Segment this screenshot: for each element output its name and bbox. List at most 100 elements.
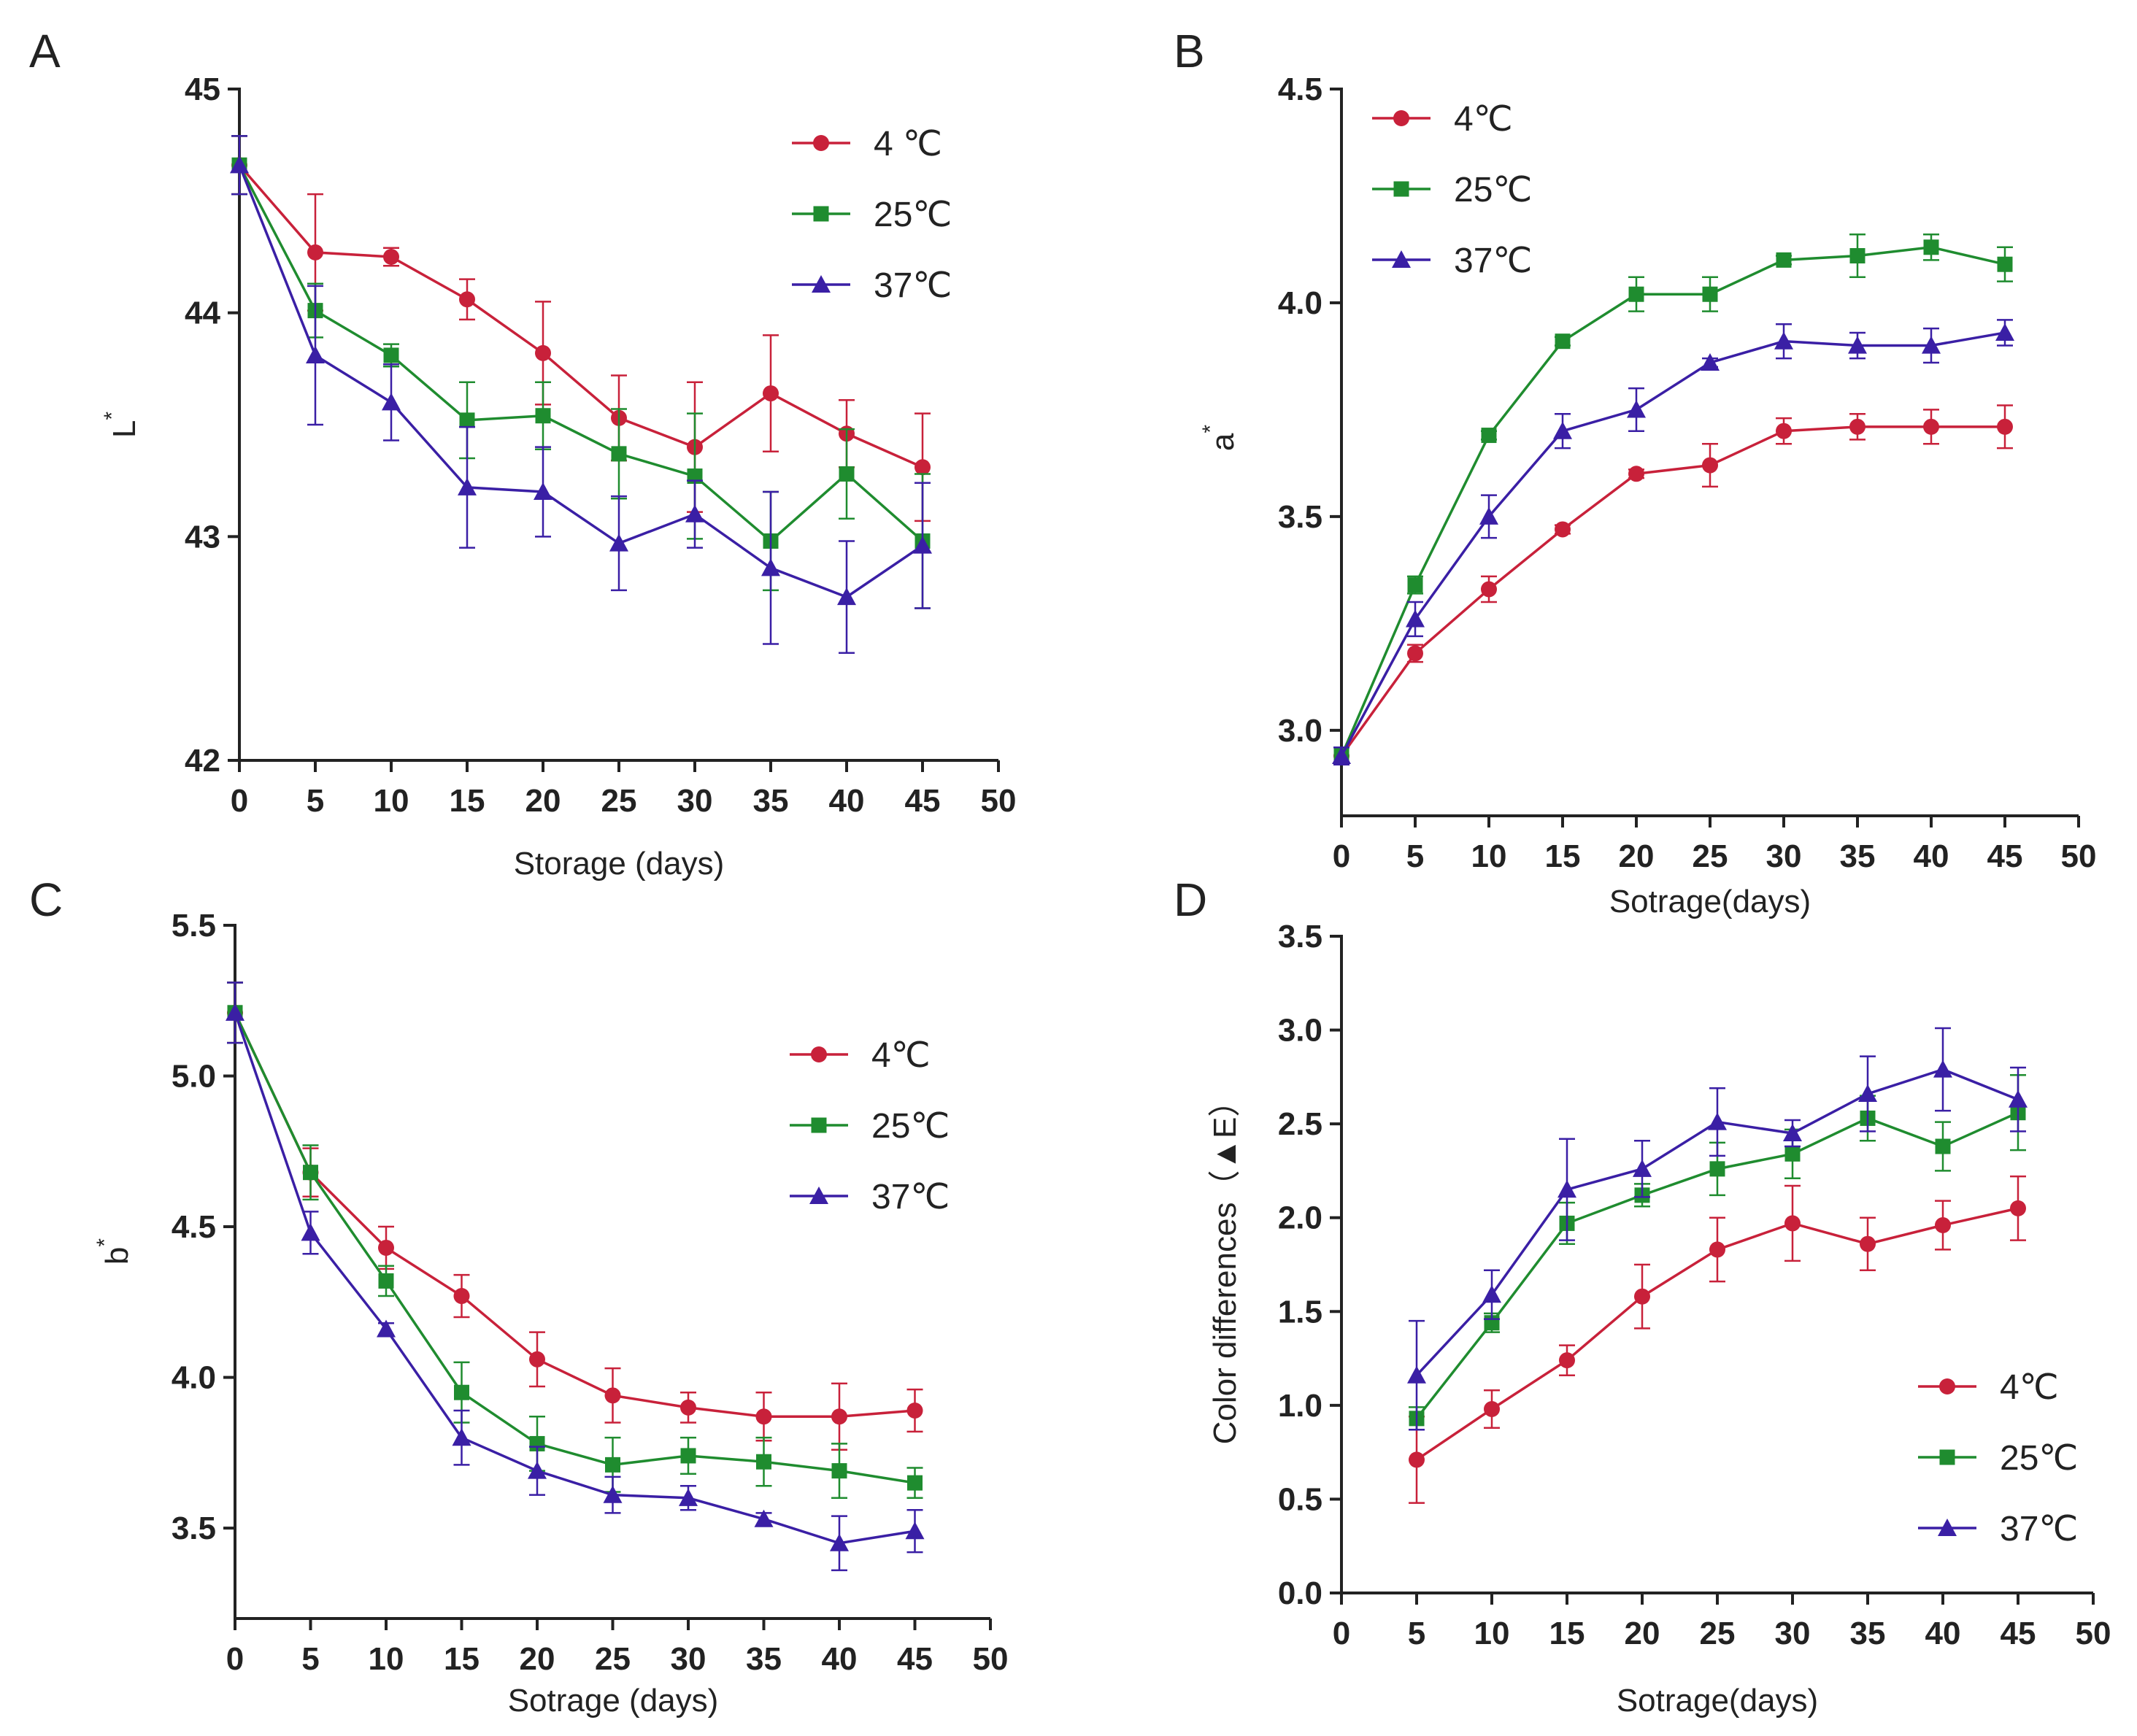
data-point <box>605 1457 620 1473</box>
data-point <box>535 344 551 361</box>
y-tick-label: 42 <box>185 743 220 779</box>
x-tick-label: 45 <box>1987 838 2023 874</box>
data-point <box>454 1384 469 1400</box>
data-point <box>915 459 931 476</box>
data-point <box>1484 1401 1500 1417</box>
data-point <box>1774 331 1793 350</box>
data-point <box>378 1273 394 1289</box>
panel-letter: C <box>29 873 63 926</box>
data-point <box>603 1485 623 1503</box>
data-point <box>1406 609 1425 628</box>
x-tick-label: 45 <box>897 1641 933 1677</box>
data-point <box>905 1521 925 1540</box>
data-point <box>1634 1288 1650 1305</box>
x-tick-label: 15 <box>444 1641 480 1677</box>
data-point <box>301 1223 320 1241</box>
x-tick-label: 0 <box>231 783 248 819</box>
panel-a: A 0 5 10 15 20 25 30 35 40 45 50 42 43 44 45 Storage (d… <box>29 25 1016 881</box>
data-point <box>226 1003 244 1021</box>
data-point <box>831 1463 847 1479</box>
data-point <box>907 1475 923 1491</box>
legend-marker <box>1393 110 1409 126</box>
x-tick-label: 5 <box>1408 1616 1425 1651</box>
data-point <box>535 408 551 424</box>
data-point <box>303 1165 318 1181</box>
data-point <box>1935 1217 1951 1233</box>
legend-item: 37℃ <box>1918 1510 2078 1548</box>
data-point <box>1858 1084 1877 1103</box>
x-tick-label: 15 <box>450 783 485 819</box>
data-point <box>837 587 856 606</box>
data-point <box>755 1408 772 1425</box>
legend-item: 37℃ <box>790 1178 950 1216</box>
y-tick-label: 3.5 <box>172 1511 216 1546</box>
data-point <box>378 1239 394 1256</box>
x-tick-label: 40 <box>822 1641 858 1677</box>
data-point <box>1479 506 1498 525</box>
x-axis-title: Storage (days) <box>514 846 725 881</box>
x-tick-label: 45 <box>2001 1616 2036 1651</box>
data-point <box>1776 252 1792 268</box>
y-tick-label: 3.5 <box>1278 499 1322 535</box>
legend-marker <box>813 135 829 151</box>
x-tick-label: 30 <box>1775 1616 1811 1651</box>
data-point <box>1922 336 1941 354</box>
data-point <box>458 477 477 495</box>
legend-marker <box>811 1046 827 1062</box>
data-point <box>230 155 249 174</box>
data-point <box>1481 428 1497 444</box>
x-tick-label: 35 <box>1850 1616 1886 1651</box>
legend-label: 4℃ <box>2000 1368 2059 1407</box>
data-point <box>383 249 399 265</box>
data-point <box>756 1454 771 1470</box>
legend-marker <box>812 275 831 293</box>
data-point <box>377 1319 396 1338</box>
x-tick-label: 20 <box>1619 838 1655 874</box>
x-tick-label: 30 <box>671 1641 706 1677</box>
data-point <box>1860 1235 1876 1252</box>
x-tick-label: 40 <box>1914 838 1949 874</box>
legend-item: 4 ℃ <box>792 125 942 163</box>
series-line <box>238 164 924 543</box>
legend-item: 4℃ <box>1918 1368 2059 1407</box>
series-triangle <box>226 981 925 1572</box>
x-tick-label: 45 <box>905 783 941 819</box>
data-point <box>754 1509 774 1527</box>
legend-label: 37℃ <box>871 1178 950 1216</box>
panel-c: C 0 5 10 15 20 25 30 35 40 45 50 3.5 4.0 4.5 5.0 5.5 Sot… <box>29 873 1008 1718</box>
x-tick-label: 35 <box>753 783 789 819</box>
data-point <box>604 1387 621 1404</box>
data-point <box>1559 1352 1575 1369</box>
legend-item: 37℃ <box>792 266 952 305</box>
y-tick-label: 3.5 <box>1278 919 1322 954</box>
series-circle <box>1333 404 2013 765</box>
data-point <box>761 558 780 576</box>
data-point <box>1923 239 1939 255</box>
series-line <box>234 1012 915 1419</box>
x-tick-label: 50 <box>2061 838 2097 874</box>
data-point <box>1923 418 1939 435</box>
data-point <box>1407 645 1423 662</box>
legend-marker <box>1393 181 1409 197</box>
data-point <box>1997 256 2013 272</box>
y-tick-label: 5.0 <box>172 1059 216 1095</box>
y-axis-title-superscript: * <box>93 1238 117 1247</box>
x-tick-label: 20 <box>520 1641 555 1677</box>
data-point <box>1628 466 1644 482</box>
y-tick-label: 5.5 <box>172 908 216 944</box>
x-tick-label: 40 <box>829 783 865 819</box>
legend-marker <box>1939 1449 1955 1465</box>
data-point <box>1708 1112 1727 1130</box>
data-point <box>685 504 704 522</box>
y-tick-label: 0.5 <box>1278 1481 1322 1517</box>
panel-letter: D <box>1174 873 1207 926</box>
data-point <box>1701 352 1720 371</box>
data-point <box>453 1288 470 1305</box>
data-point <box>1553 421 1572 439</box>
panel-b: B 0 5 10 15 20 25 30 35 40 45 50 3.0 3.5 4.0 4.5 Sotrag… <box>1174 25 2096 919</box>
series-line <box>1340 246 2006 757</box>
y-tick-label: 2.5 <box>1278 1106 1322 1142</box>
series-circle <box>231 135 931 522</box>
legend-label: 25℃ <box>871 1107 950 1146</box>
